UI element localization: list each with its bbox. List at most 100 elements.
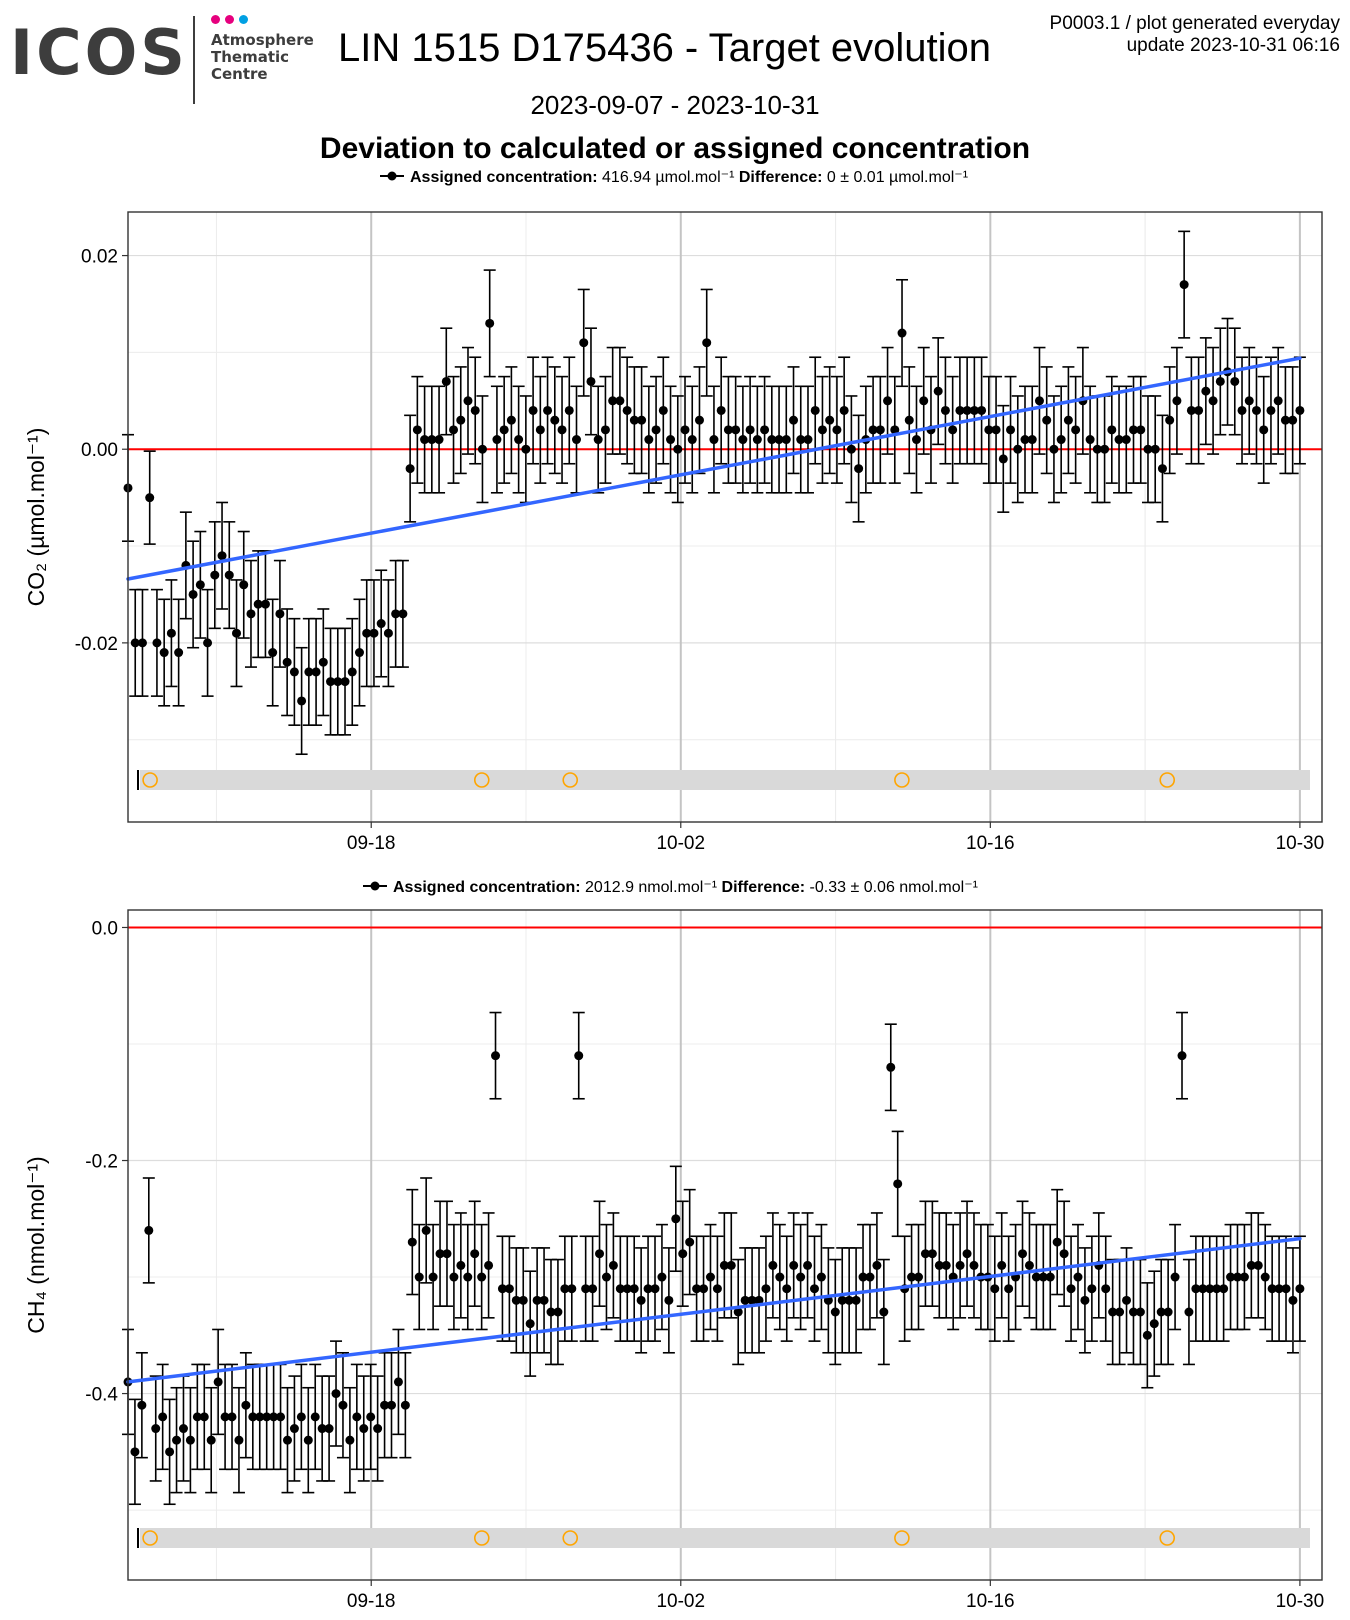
data-point bbox=[1004, 1284, 1014, 1294]
data-point bbox=[1295, 1284, 1305, 1294]
data-point bbox=[144, 1225, 154, 1235]
flag-marker bbox=[894, 1530, 910, 1546]
data-point bbox=[1073, 1272, 1083, 1282]
data-point bbox=[275, 609, 285, 619]
data-point bbox=[470, 1249, 480, 1259]
data-point bbox=[1107, 425, 1117, 435]
data-point bbox=[969, 405, 979, 415]
data-point bbox=[1136, 425, 1146, 435]
data-point bbox=[1208, 396, 1218, 406]
data-point bbox=[304, 667, 314, 677]
chart-panel-ch4: -0.4 -0.2 0.0 09-18 10-02 10-16 10-30 CH₄ (nmol… bbox=[23, 879, 1324, 1612]
data-point bbox=[564, 405, 574, 415]
data-point bbox=[920, 1249, 930, 1259]
data-point bbox=[318, 657, 328, 667]
data-point bbox=[608, 396, 618, 406]
data-point bbox=[195, 580, 205, 590]
data-point bbox=[159, 648, 169, 658]
data-point bbox=[1259, 425, 1269, 435]
data-point bbox=[1149, 1319, 1159, 1329]
data-point bbox=[352, 1412, 362, 1422]
data-point bbox=[692, 1284, 702, 1294]
data-point bbox=[456, 415, 466, 425]
data-point bbox=[579, 338, 589, 348]
data-point bbox=[220, 1412, 230, 1422]
data-point bbox=[796, 1272, 806, 1282]
data-point bbox=[550, 415, 560, 425]
data-point bbox=[1201, 386, 1211, 396]
data-point bbox=[664, 1295, 674, 1305]
data-point bbox=[232, 628, 242, 638]
data-point bbox=[1049, 444, 1059, 454]
data-point bbox=[1177, 1051, 1187, 1061]
data-point bbox=[600, 425, 610, 435]
data-point bbox=[477, 1272, 487, 1282]
data-point bbox=[560, 1284, 570, 1294]
data-point bbox=[733, 1307, 743, 1317]
data-point bbox=[1006, 425, 1016, 435]
data-point bbox=[441, 376, 451, 386]
data-point bbox=[435, 1249, 445, 1259]
data-point bbox=[174, 648, 184, 658]
data-point bbox=[1143, 444, 1153, 454]
data-point bbox=[991, 425, 1001, 435]
data-point bbox=[1038, 1272, 1048, 1282]
data-point bbox=[210, 570, 220, 580]
data-point bbox=[907, 1272, 917, 1282]
data-point bbox=[521, 444, 531, 454]
data-point bbox=[525, 1319, 535, 1329]
legend-text-span: 0 ± 0.01 µmol.mol⁻¹ bbox=[822, 169, 968, 186]
trend-line bbox=[126, 1236, 1302, 1384]
data-point bbox=[1198, 1284, 1208, 1294]
logo-subtitle-line: Centre bbox=[211, 65, 268, 83]
data-point bbox=[165, 1447, 175, 1457]
data-point bbox=[883, 396, 893, 406]
data-point bbox=[145, 493, 155, 503]
data-point bbox=[470, 405, 480, 415]
data-point bbox=[553, 1307, 563, 1317]
legend-text-span: 2012.9 nmol.mol⁻¹ bbox=[581, 879, 722, 896]
legend-text-span: 416.94 µmol.mol⁻¹ bbox=[598, 169, 739, 186]
data-point bbox=[595, 1249, 605, 1259]
flag-marker bbox=[142, 1530, 158, 1546]
data-point bbox=[572, 435, 582, 445]
data-point bbox=[914, 1272, 924, 1282]
y-tick-label: -0.2 bbox=[85, 1152, 118, 1173]
data-point bbox=[754, 1295, 764, 1305]
data-point bbox=[940, 405, 950, 415]
data-point bbox=[172, 1435, 182, 1445]
data-point bbox=[622, 1284, 632, 1294]
data-point bbox=[1165, 415, 1175, 425]
legend-text-span: -0.33 ± 0.06 nmol.mol⁻¹ bbox=[805, 879, 978, 896]
data-point bbox=[504, 1284, 514, 1294]
data-point bbox=[206, 1435, 216, 1445]
data-point bbox=[1186, 405, 1196, 415]
data-point bbox=[420, 435, 430, 445]
data-point bbox=[1122, 1295, 1132, 1305]
data-point bbox=[1219, 1284, 1229, 1294]
plot-border bbox=[127, 909, 1323, 1581]
data-point bbox=[712, 1284, 722, 1294]
logo-divider bbox=[193, 16, 195, 104]
data-point bbox=[581, 1284, 591, 1294]
data-point bbox=[485, 318, 495, 328]
data-point bbox=[977, 405, 987, 415]
plot-border bbox=[127, 211, 1323, 823]
data-point bbox=[650, 1284, 660, 1294]
data-point bbox=[405, 464, 415, 474]
data-point bbox=[1129, 425, 1139, 435]
data-point bbox=[137, 638, 147, 648]
data-point bbox=[376, 619, 386, 629]
data-point bbox=[671, 1214, 681, 1224]
logo-subtitle: Atmosphere Thematic Centre bbox=[211, 32, 314, 83]
data-point bbox=[1273, 396, 1283, 406]
data-point bbox=[1205, 1284, 1215, 1294]
logo-dots bbox=[211, 15, 248, 24]
data-point bbox=[666, 435, 676, 445]
data-point bbox=[434, 435, 444, 445]
y-tick-label: -0.4 bbox=[85, 1385, 118, 1406]
data-point bbox=[546, 1307, 556, 1317]
data-point bbox=[1063, 415, 1073, 425]
flag-band bbox=[140, 1528, 1310, 1548]
data-point bbox=[1128, 1307, 1138, 1317]
